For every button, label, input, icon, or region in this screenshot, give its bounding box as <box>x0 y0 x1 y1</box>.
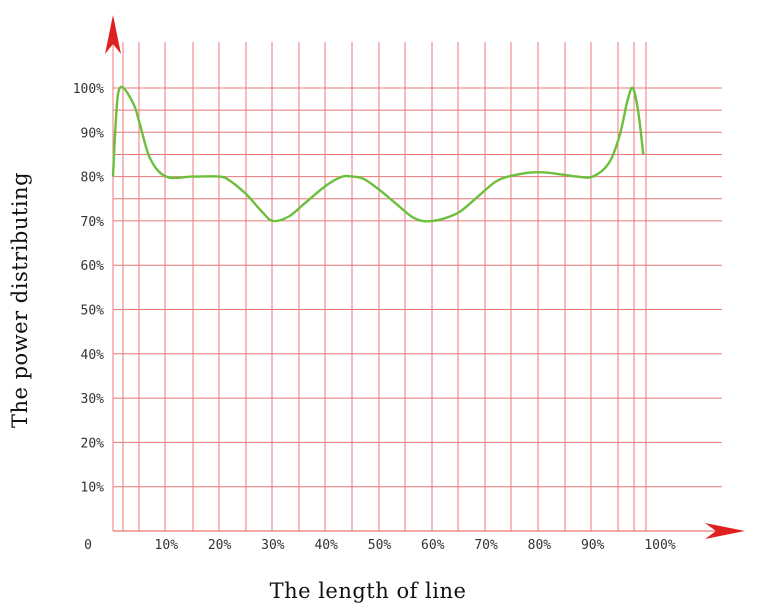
x-tick-label: 90% <box>581 538 605 553</box>
x-tick-label: 70% <box>474 538 498 553</box>
grid <box>112 42 722 531</box>
x-tick-label: 100% <box>644 538 675 553</box>
y-tick-label: 90% <box>81 126 105 141</box>
y-tick-label: 20% <box>81 436 105 451</box>
series-layer <box>111 85 645 223</box>
x-tick-label: 40% <box>314 538 338 553</box>
x-tick-label: 10% <box>155 538 179 553</box>
x-tick-label: 20% <box>208 538 232 553</box>
y-tick-label: 80% <box>81 171 105 186</box>
power-distribution-line <box>111 85 645 223</box>
x-tick-label: 80% <box>528 538 552 553</box>
y-tick-label: 60% <box>81 259 105 274</box>
y-tick-label: 100% <box>73 82 104 97</box>
y-tick-label: 10% <box>81 481 105 496</box>
y-tick-label: 50% <box>81 304 105 319</box>
tick-labels: 10% 20% 30% 40% 50% 60% 70% 80% 90% 100% 0 10% 20% 30… <box>73 82 676 553</box>
x-tick-label: 0 <box>84 538 92 553</box>
x-tick-label: 50% <box>368 538 392 553</box>
y-tick-label: 30% <box>81 392 105 407</box>
x-tick-label: 30% <box>261 538 285 553</box>
y-axis-title: The power distributing <box>8 172 32 428</box>
x-axis-arrow-icon <box>705 523 745 539</box>
x-axis-title: The length of line <box>270 579 467 603</box>
axes <box>105 15 745 539</box>
y-axis-arrow-icon <box>105 15 121 54</box>
x-tick-label: 60% <box>421 538 445 553</box>
y-tick-label: 70% <box>81 215 105 230</box>
y-tick-label: 40% <box>81 348 105 363</box>
